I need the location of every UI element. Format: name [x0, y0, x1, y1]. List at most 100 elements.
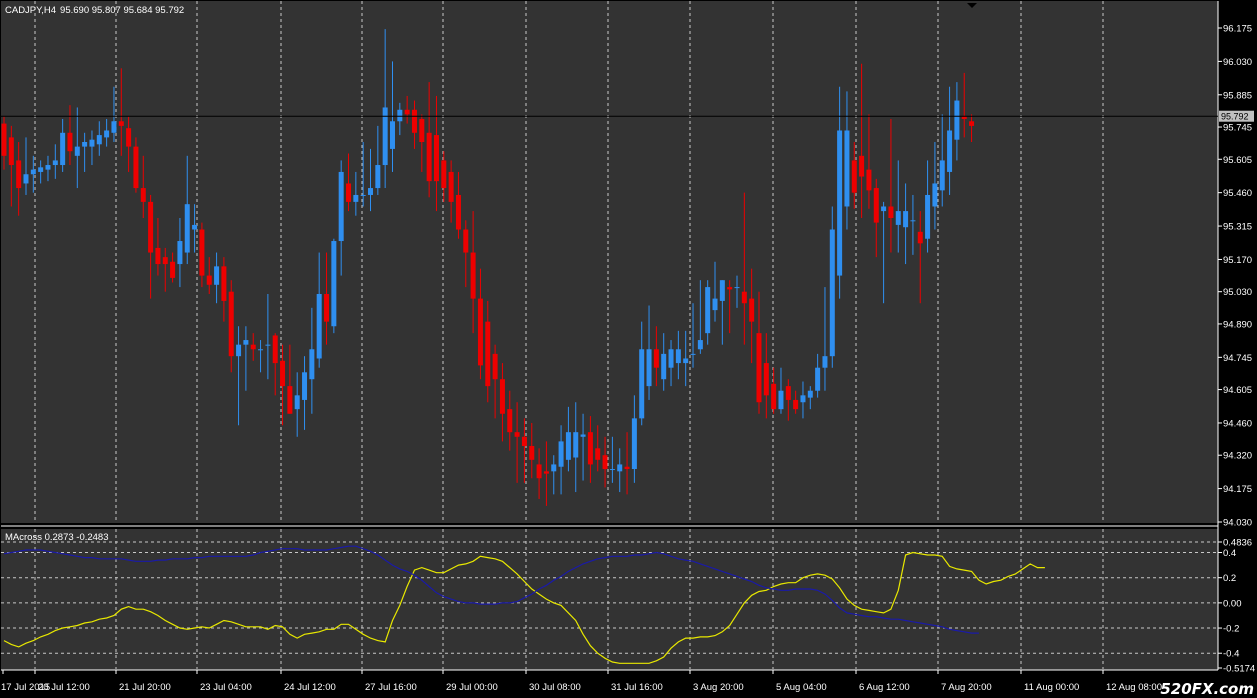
candle [815, 353, 821, 398]
candle-body [433, 135, 439, 182]
candle-body [294, 395, 300, 410]
candle [961, 72, 967, 138]
candle [60, 118, 66, 172]
candle-body [800, 395, 806, 403]
candle-body [888, 206, 894, 218]
candle-body [118, 121, 124, 126]
candle [807, 386, 813, 410]
candle [419, 114, 425, 172]
candle-body [492, 353, 498, 380]
candle-body [565, 432, 571, 460]
candle [294, 372, 300, 437]
time-tick-label: 3 Aug 20:00 [693, 682, 744, 693]
candle [82, 132, 88, 172]
time-tick-label: 12 Aug 08:00 [1106, 682, 1162, 693]
candle [221, 257, 227, 322]
candle [243, 326, 249, 391]
macross-lines[interactable] [3, 545, 1045, 664]
symbol-label: CADJPY,H4 95.690 95.807 95.684 95.792 [5, 5, 184, 16]
candle-body [426, 132, 432, 182]
candle-body [74, 146, 80, 156]
candle [844, 91, 850, 230]
candle-body [734, 287, 740, 289]
candle-body [441, 160, 447, 189]
candle-body [771, 383, 777, 410]
candle-body [653, 349, 659, 368]
candle-body [382, 107, 388, 166]
candle-body [609, 469, 615, 471]
time-tick-label: 7 Aug 20:00 [941, 682, 992, 693]
candle [111, 86, 117, 142]
candle [23, 137, 29, 195]
time-tick-label: 31 Jul 16:00 [611, 682, 663, 693]
candle-body [705, 287, 711, 334]
candlestick-series[interactable] [1, 29, 975, 506]
price-panel[interactable] [1, 1, 1218, 523]
candle-body [873, 188, 879, 223]
candle [250, 333, 256, 361]
candle-body [470, 252, 476, 299]
candle [580, 413, 586, 481]
price-tick-label: 95.315 [1223, 222, 1252, 233]
candle-body [38, 167, 44, 172]
candle-body [389, 121, 395, 149]
candle [595, 425, 601, 472]
candle [536, 448, 542, 499]
candle-body [419, 118, 425, 142]
candle [785, 379, 791, 421]
candle-body [258, 349, 264, 351]
candle-body [375, 165, 381, 189]
candle [822, 287, 828, 391]
symbol-timeframe: CADJPY,H4 [5, 5, 56, 16]
candle-body [903, 211, 909, 228]
candle-body [749, 298, 755, 322]
candle-body [925, 194, 931, 239]
candle-body [346, 183, 352, 202]
indicator-tick-label: 0.4 [1223, 548, 1236, 559]
candle [947, 86, 953, 195]
candle-body [397, 109, 403, 122]
candle [895, 160, 901, 253]
time-tick-label: 11 Aug 00:00 [1024, 682, 1079, 693]
candle [917, 211, 923, 304]
candle [324, 252, 330, 345]
candle [690, 303, 696, 368]
candle [214, 252, 220, 304]
candle-body [719, 280, 725, 301]
chart-shift-marker-icon[interactable] [967, 3, 977, 8]
price-tick-label: 94.745 [1223, 353, 1252, 364]
candle-body [514, 432, 520, 437]
candle-body [866, 169, 872, 191]
candle [837, 86, 843, 299]
candle-body [236, 344, 242, 357]
candle-body [595, 448, 601, 460]
candle [609, 436, 615, 483]
time-tick-label: 5 Aug 04:00 [776, 682, 827, 693]
time-tick-label: 6 Aug 12:00 [859, 682, 910, 693]
candle [89, 130, 95, 166]
price-tick-label: 94.175 [1223, 484, 1252, 495]
price-grid [34, 1, 1104, 523]
candle-body [23, 174, 29, 184]
time-tick-label: 17 Jul 2015 [1, 682, 50, 693]
candle [382, 29, 388, 189]
candle-body [587, 432, 593, 465]
candle-body [785, 386, 791, 400]
candle-body [815, 367, 821, 391]
candle-body [624, 466, 630, 470]
watermark: 520FX.com [1160, 680, 1254, 698]
candle [309, 307, 315, 414]
candle-body [89, 139, 95, 147]
indicator-panel[interactable] [1, 529, 1218, 670]
candle-body [499, 379, 505, 414]
candle-body [243, 340, 249, 345]
candle [668, 340, 674, 387]
candle-body [133, 146, 139, 189]
candle-body [507, 409, 513, 433]
candle-body [712, 298, 718, 311]
indicator-tick-label: -0.2 [1223, 624, 1239, 635]
candle-body [961, 116, 967, 119]
candle [881, 201, 887, 304]
candle-body [96, 135, 102, 145]
price-tick-label: 95.460 [1223, 188, 1252, 199]
